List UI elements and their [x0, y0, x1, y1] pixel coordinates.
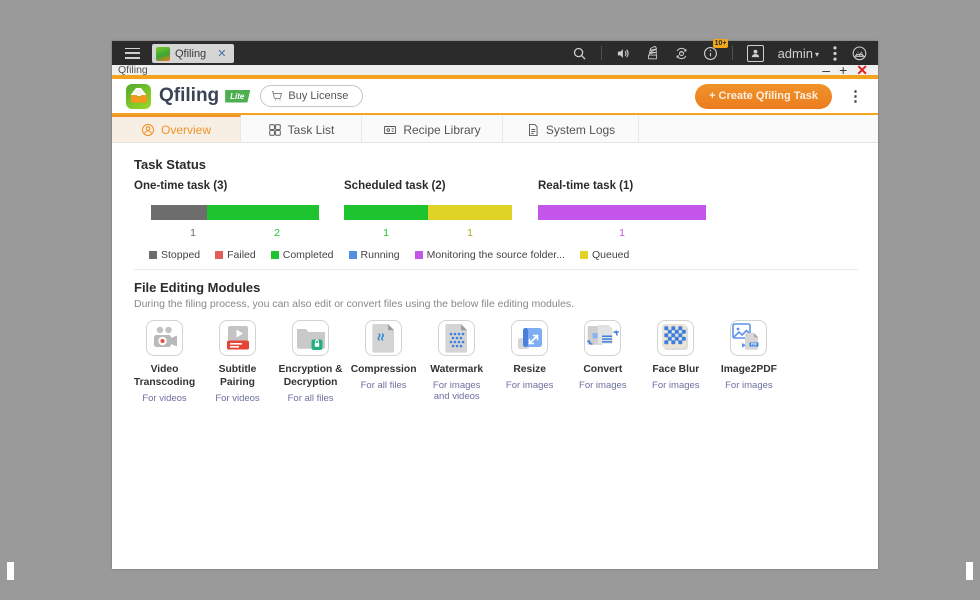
svg-text:PDF: PDF — [751, 343, 757, 347]
